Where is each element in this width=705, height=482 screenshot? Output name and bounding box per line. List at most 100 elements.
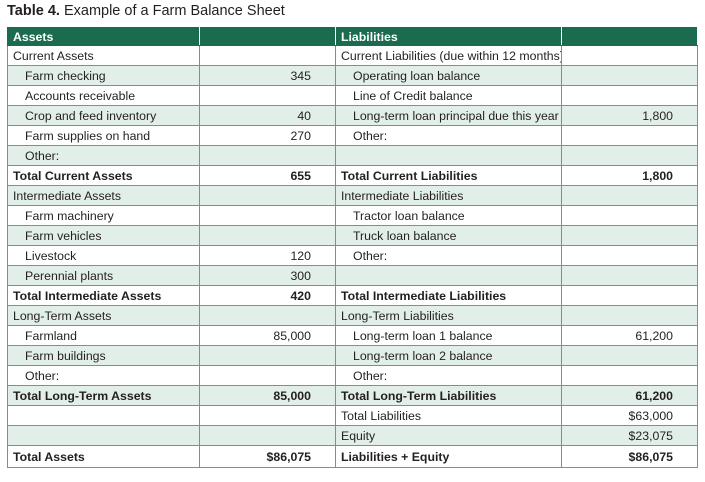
value-cell: 85,000 (199, 325, 336, 346)
value-cell (561, 45, 698, 66)
total-row: Total Intermediate Assets 420 Total Interm… (7, 285, 698, 306)
table-row: Long-Term Assets Long-Term Liabilities (7, 305, 698, 326)
value-cell (199, 45, 336, 66)
table-body: Assets Liabilities Current Assets Current L… (7, 27, 698, 468)
label-cell: Total Assets (7, 445, 200, 468)
table-row: Farm machinery Tractor loan balance (7, 205, 698, 226)
label-cell (335, 145, 562, 166)
value-cell (561, 65, 698, 86)
value-cell (561, 205, 698, 226)
label-cell: Other: (335, 365, 562, 386)
label-cell: Intermediate Assets (7, 185, 200, 206)
value-cell (561, 85, 698, 106)
label-cell: Accounts receivable (7, 85, 200, 106)
total-row: Total Long-Term Assets 85,000 Total Long-T… (7, 385, 698, 406)
label-cell: Farm checking (7, 65, 200, 86)
value-cell (199, 305, 336, 326)
value-cell (561, 245, 698, 266)
value-cell: 1,800 (561, 165, 698, 186)
value-cell: 345 (199, 65, 336, 86)
label-cell: Tractor loan balance (335, 205, 562, 226)
label-cell: Other: (7, 365, 200, 386)
label-cell: Intermediate Liabilities (335, 185, 562, 206)
value-cell (561, 27, 698, 46)
table-row: Perennial plants 300 (7, 265, 698, 286)
table-row: Farm vehicles Truck loan balance (7, 225, 698, 246)
value-cell (561, 365, 698, 386)
value-cell (561, 185, 698, 206)
value-cell: 61,200 (561, 385, 698, 406)
label-cell (335, 265, 562, 286)
label-cell: Equity (335, 425, 562, 446)
value-cell: $86,075 (199, 445, 336, 468)
table-row: Farm supplies on hand 270 Other: (7, 125, 698, 146)
total-row: Total Assets $86,075 Liabilities + Equity $… (7, 445, 698, 468)
label-cell: Crop and feed inventory (7, 105, 200, 126)
value-cell (561, 345, 698, 366)
value-cell: $23,075 (561, 425, 698, 446)
label-cell: Current Assets (7, 45, 200, 66)
value-cell: 40 (199, 105, 336, 126)
label-cell (7, 405, 200, 426)
value-cell (199, 27, 336, 46)
table-row: Farmland 85,000 Long-term loan 1 balance 61… (7, 325, 698, 346)
label-cell: Farm vehicles (7, 225, 200, 246)
label-cell: Farm machinery (7, 205, 200, 226)
label-cell: Livestock (7, 245, 200, 266)
label-cell: Truck loan balance (335, 225, 562, 246)
label-cell: Other: (335, 125, 562, 146)
balance-sheet: Assets Liabilities Current Assets Current L… (7, 27, 698, 468)
label-cell: Long-Term Assets (7, 305, 200, 326)
value-cell (561, 285, 698, 306)
table-row: Other: (7, 145, 698, 166)
label-cell: Assets (7, 27, 200, 46)
label-cell: Total Long-Term Assets (7, 385, 200, 406)
table-title: Table 4. Example of a Farm Balance Sheet (7, 3, 285, 19)
value-cell: 270 (199, 125, 336, 146)
value-cell: 1,800 (561, 105, 698, 126)
value-cell: 300 (199, 265, 336, 286)
label-cell: Long-term loan 2 balance (335, 345, 562, 366)
value-cell: $63,000 (561, 405, 698, 426)
value-cell (199, 345, 336, 366)
label-cell: Farmland (7, 325, 200, 346)
table-caption: Example of a Farm Balance Sheet (63, 3, 285, 19)
value-cell (199, 85, 336, 106)
label-cell: Total Intermediate Assets (7, 285, 200, 306)
value-cell (561, 225, 698, 246)
table-row: Other: Other: (7, 365, 698, 386)
value-cell: 120 (199, 245, 336, 266)
label-cell: Long-term loan principal due this year (335, 105, 562, 126)
label-cell: Other: (7, 145, 200, 166)
label-cell: Total Long-Term Liabilities (335, 385, 562, 406)
value-cell (199, 425, 336, 446)
value-cell (199, 145, 336, 166)
label-cell: Total Intermediate Liabilities (335, 285, 562, 306)
label-cell: Total Liabilities (335, 405, 562, 426)
table-row: Livestock 120 Other: (7, 245, 698, 266)
label-cell: Other: (335, 245, 562, 266)
total-row: Total Current Assets 655 Total Current Lia… (7, 165, 698, 186)
table-row: Accounts receivable Line of Credit balanc… (7, 85, 698, 106)
label-cell (7, 425, 200, 446)
value-cell (561, 145, 698, 166)
value-cell (561, 125, 698, 146)
value-cell (199, 205, 336, 226)
label-cell: Long-term loan 1 balance (335, 325, 562, 346)
table-label: Table 4. (7, 3, 60, 19)
value-cell (561, 265, 698, 286)
value-cell: 655 (199, 165, 336, 186)
table-row: Equity $23,075 (7, 425, 698, 446)
value-cell (199, 365, 336, 386)
label-cell: Farm buildings (7, 345, 200, 366)
value-cell (199, 225, 336, 246)
label-cell: Liabilities + Equity (335, 445, 562, 468)
label-cell: Farm supplies on hand (7, 125, 200, 146)
value-cell: 420 (199, 285, 336, 306)
label-cell: Total Current Liabilities (335, 165, 562, 186)
label-cell: Operating loan balance (335, 65, 562, 86)
value-cell (199, 405, 336, 426)
table-row: Total Liabilities $63,000 (7, 405, 698, 426)
